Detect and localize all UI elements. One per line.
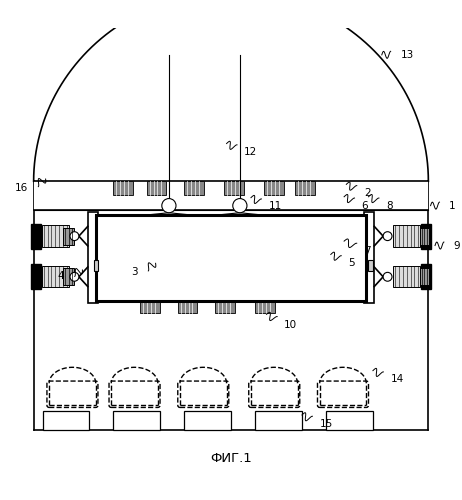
Text: 12: 12 (244, 148, 257, 158)
Text: 5: 5 (348, 258, 355, 268)
Text: 2: 2 (364, 188, 371, 198)
Text: 4: 4 (58, 272, 64, 281)
Bar (255, 411, 302, 430)
Text: 3: 3 (131, 267, 138, 277)
Bar (31, 264, 41, 289)
Text: 14: 14 (390, 374, 404, 384)
Bar (63, 228, 74, 244)
Text: 11: 11 (268, 202, 282, 211)
Text: 15: 15 (320, 419, 333, 429)
Text: 8: 8 (386, 200, 393, 210)
Circle shape (383, 232, 392, 240)
Bar (42, 266, 69, 287)
FancyBboxPatch shape (178, 381, 229, 407)
Bar (393, 266, 420, 287)
Bar (420, 268, 429, 285)
Bar (215, 301, 235, 314)
Bar (264, 182, 284, 194)
Text: 10: 10 (284, 320, 297, 330)
Circle shape (70, 272, 79, 281)
Bar (365, 212, 374, 303)
Circle shape (233, 198, 247, 212)
Circle shape (162, 198, 176, 212)
Text: ФИГ.1: ФИГ.1 (210, 452, 252, 465)
Bar (295, 182, 315, 194)
Bar (93, 260, 98, 270)
Bar (326, 411, 373, 430)
Bar (114, 411, 160, 430)
FancyBboxPatch shape (47, 381, 98, 407)
Bar (184, 411, 231, 430)
Bar (43, 411, 89, 430)
Bar (178, 301, 197, 314)
Bar (34, 182, 428, 210)
Bar (96, 214, 366, 301)
Text: 1: 1 (449, 200, 456, 210)
Bar (114, 182, 133, 194)
Bar (421, 224, 431, 248)
Bar (369, 260, 373, 270)
Bar (31, 224, 41, 248)
Text: 7: 7 (364, 246, 371, 256)
Bar (393, 226, 420, 247)
Circle shape (383, 272, 392, 281)
Text: 9: 9 (454, 240, 460, 250)
FancyBboxPatch shape (317, 381, 369, 407)
Bar (225, 182, 244, 194)
Bar (255, 301, 275, 314)
Text: 16: 16 (15, 183, 28, 193)
Bar (421, 264, 431, 289)
FancyBboxPatch shape (109, 381, 160, 407)
Bar (140, 301, 159, 314)
Bar (88, 212, 97, 303)
Bar (63, 268, 74, 285)
Bar (42, 226, 69, 247)
Text: 6: 6 (362, 200, 368, 210)
FancyBboxPatch shape (249, 381, 300, 407)
Bar (420, 228, 429, 244)
Circle shape (70, 232, 79, 240)
Text: 13: 13 (401, 50, 413, 60)
Bar (184, 182, 204, 194)
Bar (147, 182, 166, 194)
